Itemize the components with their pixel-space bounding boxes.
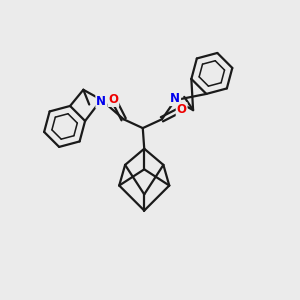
Text: O: O (177, 103, 187, 116)
Text: O: O (108, 93, 118, 106)
Text: N: N (96, 95, 106, 108)
Text: N: N (170, 92, 180, 105)
